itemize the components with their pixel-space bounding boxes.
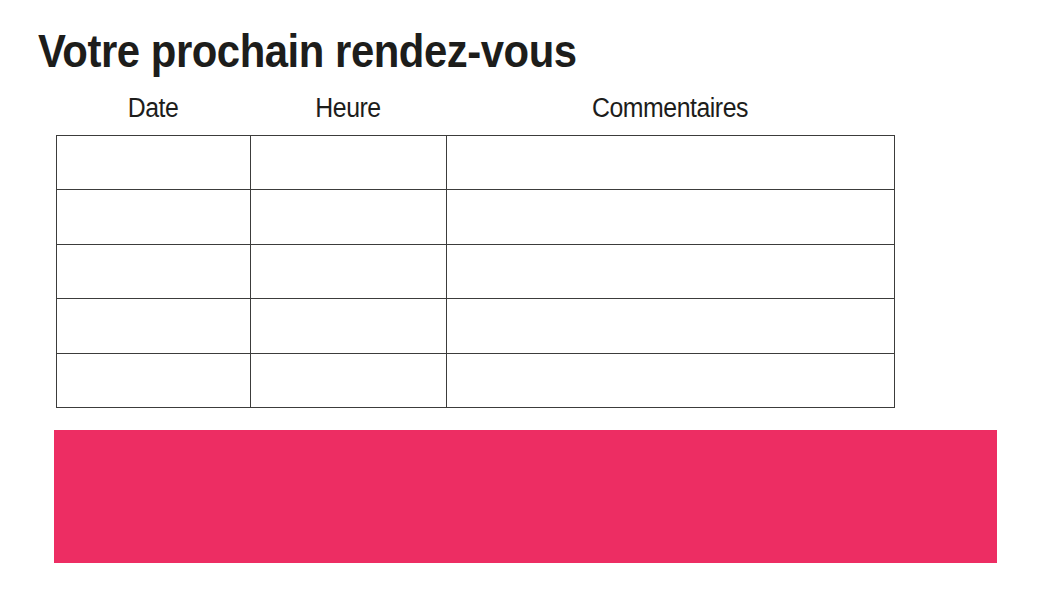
column-header-heure: Heure [258, 93, 438, 124]
table-cell [447, 299, 895, 353]
footer-band [54, 430, 997, 563]
table-row [57, 136, 895, 190]
table-cell [251, 190, 447, 244]
table-header-row: Date Heure Commentaires [56, 93, 894, 124]
table-cell [447, 136, 895, 190]
appointment-table-body [57, 136, 895, 408]
table-row [57, 299, 895, 353]
table-cell [251, 299, 447, 353]
table-row [57, 190, 895, 244]
table-cell [251, 136, 447, 190]
table-cell [57, 353, 251, 407]
table-cell [57, 299, 251, 353]
table-cell [251, 353, 447, 407]
table-cell [57, 190, 251, 244]
page-title: Votre prochain rendez-vous [38, 24, 577, 78]
appointment-page: Votre prochain rendez-vous Date Heure Co… [0, 0, 1050, 600]
table-cell [57, 244, 251, 298]
table-cell [447, 190, 895, 244]
column-header-commentaires: Commentaires [464, 93, 876, 124]
table-row [57, 244, 895, 298]
table-cell [447, 353, 895, 407]
table-cell [57, 136, 251, 190]
table-cell [251, 244, 447, 298]
column-header-date: Date [64, 93, 242, 124]
table-cell [447, 244, 895, 298]
appointment-table [56, 135, 895, 408]
table-row [57, 353, 895, 407]
